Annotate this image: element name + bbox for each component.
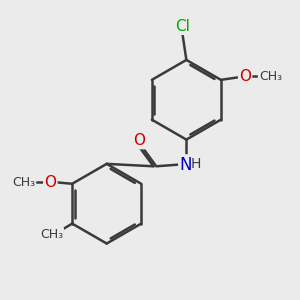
Text: H: H <box>190 157 201 171</box>
Text: CH₃: CH₃ <box>40 228 63 241</box>
Text: O: O <box>44 175 56 190</box>
Text: Cl: Cl <box>175 19 190 34</box>
Text: O: O <box>133 133 145 148</box>
Text: O: O <box>239 69 251 84</box>
Text: CH₃: CH₃ <box>259 70 282 83</box>
Text: CH₃: CH₃ <box>12 176 35 188</box>
Text: N: N <box>179 155 192 173</box>
